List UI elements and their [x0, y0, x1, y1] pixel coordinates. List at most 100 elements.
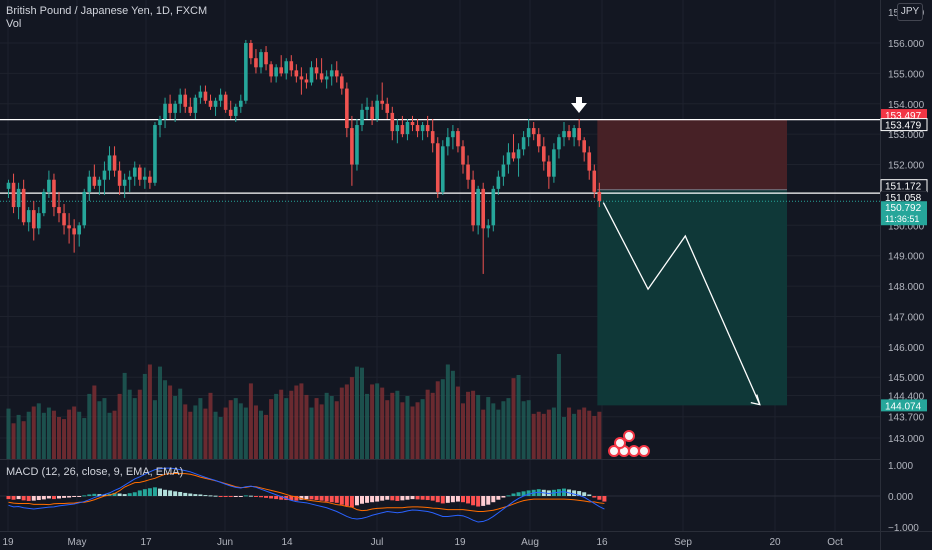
macd-histogram-bar: [324, 496, 329, 502]
candle-body: [425, 125, 430, 132]
volume-bar: [551, 407, 556, 459]
volume-bar: [400, 402, 405, 459]
volume-bar: [395, 390, 400, 459]
volume-bar: [597, 411, 602, 459]
volume-bar: [455, 386, 460, 459]
macd-histogram-bar: [365, 496, 370, 503]
macd-histogram-bar: [269, 496, 274, 499]
macd-histogram-bar: [380, 496, 385, 501]
volume-bar: [193, 405, 198, 459]
volume-bar: [188, 411, 193, 459]
horizontal-levels[interactable]: [0, 118, 880, 202]
volume-bar: [168, 385, 173, 459]
currency-button[interactable]: JPY: [897, 3, 923, 21]
volume-bar: [289, 390, 294, 459]
candle-body: [294, 70, 299, 77]
macd-histogram-bar: [562, 488, 566, 496]
candle-body: [57, 207, 61, 214]
volume-bar: [112, 410, 117, 459]
macd-label[interactable]: MACD (12, 26, close, 9, EMA, EMA): [6, 466, 184, 478]
volume-bar: [334, 401, 339, 459]
stop-level-label: 153.497: [885, 111, 922, 122]
symbol-title[interactable]: British Pound / Japanese Yen, 1D, FXCM: [6, 5, 208, 17]
macd-histogram-bar: [587, 494, 592, 496]
projection-polyline[interactable]: [602, 202, 761, 405]
calendar-icon[interactable]: [623, 430, 635, 442]
candle-body: [355, 125, 359, 165]
macd-histogram-bar: [349, 496, 354, 508]
macd-histogram-bar: [299, 496, 304, 500]
resistance-level-marker: [880, 118, 928, 132]
volume-bar: [481, 409, 486, 459]
volume-bar: [329, 396, 334, 459]
volume-bar: [6, 408, 11, 459]
event-markers[interactable]: [608, 430, 650, 457]
volume-bar: [67, 409, 72, 459]
projection-path[interactable]: [602, 202, 761, 406]
candle-body: [531, 128, 536, 135]
candle-body: [360, 109, 364, 126]
volume-bar: [11, 423, 16, 459]
candle-body: [491, 188, 496, 226]
price-tick-label: 150.000: [888, 221, 925, 232]
macd-histogram-bar: [592, 496, 597, 498]
volume-bar: [536, 411, 541, 459]
macd-histogram-bar: [521, 491, 526, 496]
price-axis[interactable]: 157.000156.000155.000154.000153.000152.0…: [881, 0, 932, 531]
macd-histogram-bar: [122, 494, 127, 496]
volume-bar: [158, 366, 162, 459]
down-arrow-marker[interactable]: [571, 97, 587, 113]
macd-histogram-bar: [41, 496, 46, 500]
volume-bar: [163, 380, 168, 459]
candle-body: [329, 70, 334, 77]
volume-bar: [132, 398, 137, 459]
time-axis[interactable]: 19 May 17 Jun 14 Jul 19 Aug 16 Sep 20 Oct: [2, 537, 843, 548]
candle-body: [441, 146, 445, 192]
candle-body: [153, 125, 157, 183]
macd-axis: 1.000 0.000 −1.000: [888, 461, 919, 534]
candle-body: [47, 179, 51, 192]
candle-body: [542, 146, 546, 162]
calendar-icon[interactable]: [638, 445, 650, 457]
volume-bar: [122, 372, 127, 459]
macd-histogram-bar: [420, 496, 425, 500]
volume-bar: [127, 389, 132, 459]
volume-bar: [476, 394, 481, 459]
volume-bar: [142, 373, 147, 459]
volume-bar: [410, 406, 415, 459]
candle-body: [557, 137, 561, 150]
macd-histogram-bar: [516, 492, 521, 496]
volume-bar: [26, 411, 31, 459]
take-profit-zone[interactable]: [597, 189, 787, 406]
candle-body: [380, 100, 384, 104]
candle-body: [198, 91, 203, 98]
candle-body: [233, 106, 238, 116]
macd-histogram-bar: [77, 496, 82, 497]
macd-histogram-bar: [445, 496, 450, 503]
macd-histogram-bar: [572, 490, 577, 496]
support-level-marker: [881, 191, 927, 204]
volume-bars: [6, 354, 602, 459]
candle-body: [552, 149, 556, 177]
volume-bar: [440, 379, 445, 459]
macd-histogram-bar: [168, 490, 173, 496]
volume-bar: [243, 407, 248, 459]
calendar-icon[interactable]: [614, 437, 626, 449]
macd-histogram-bar: [21, 496, 26, 501]
candle-body: [370, 106, 374, 119]
price-tick-label: 143.000: [888, 434, 925, 445]
volume-bar: [324, 392, 329, 459]
macd-histogram-bar: [405, 496, 410, 500]
macd-histogram-bar: [370, 496, 375, 503]
macd-histogram-bar: [385, 496, 390, 500]
stop-loss-zone[interactable]: [597, 119, 787, 190]
candle-body: [21, 188, 26, 223]
volume-bar: [354, 366, 359, 459]
volume-bar: [521, 401, 526, 459]
price-tick-label: 154.000: [888, 100, 925, 111]
volume-bar: [531, 413, 536, 459]
candle-body: [592, 170, 597, 192]
calendar-icon[interactable]: [628, 445, 640, 457]
volume-label[interactable]: Vol: [6, 18, 22, 30]
